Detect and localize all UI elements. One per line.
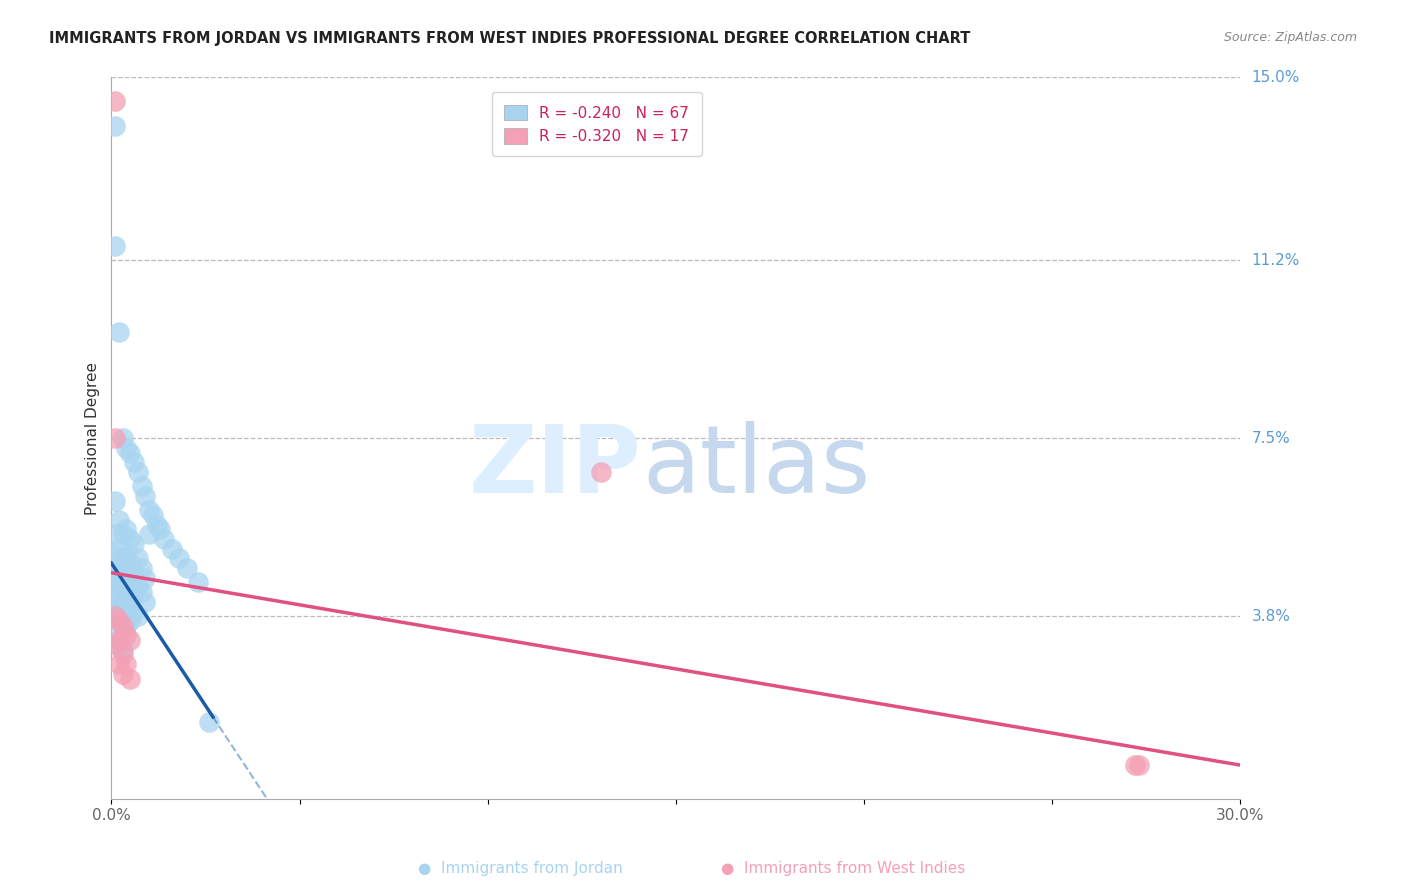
Point bbox=[108, 541, 131, 556]
Text: ●  Immigrants from West Indies: ● Immigrants from West Indies bbox=[721, 861, 966, 876]
Point bbox=[108, 570, 131, 584]
Point bbox=[167, 551, 190, 566]
Legend: R = -0.240   N = 67, R = -0.320   N = 17: R = -0.240 N = 67, R = -0.320 N = 17 bbox=[492, 92, 702, 156]
Point bbox=[104, 628, 127, 642]
Point bbox=[104, 547, 127, 561]
Point bbox=[108, 657, 131, 672]
Point bbox=[108, 556, 131, 570]
Point bbox=[120, 556, 142, 570]
Point bbox=[108, 614, 131, 628]
Point bbox=[104, 561, 127, 575]
Text: atlas: atlas bbox=[643, 421, 870, 513]
Text: ZIP: ZIP bbox=[470, 421, 643, 513]
Point bbox=[111, 431, 134, 445]
Point bbox=[111, 648, 134, 662]
Point bbox=[111, 609, 134, 624]
Point bbox=[122, 566, 145, 580]
Point bbox=[111, 551, 134, 566]
Point bbox=[127, 580, 149, 594]
Point bbox=[111, 527, 134, 541]
Point bbox=[1128, 758, 1150, 772]
Point bbox=[589, 465, 612, 479]
Point bbox=[160, 541, 183, 556]
Point bbox=[120, 575, 142, 590]
Point bbox=[115, 657, 138, 672]
Point bbox=[108, 599, 131, 614]
Point bbox=[131, 561, 153, 575]
Point bbox=[108, 326, 131, 340]
Point bbox=[145, 517, 167, 532]
Point bbox=[122, 604, 145, 618]
Point bbox=[149, 523, 172, 537]
Point bbox=[104, 638, 127, 652]
Point bbox=[115, 551, 138, 566]
Point bbox=[122, 537, 145, 551]
Y-axis label: Professional Degree: Professional Degree bbox=[86, 361, 100, 515]
Point bbox=[176, 561, 198, 575]
Text: 3.8%: 3.8% bbox=[1251, 608, 1291, 624]
Point bbox=[120, 633, 142, 648]
Text: Source: ZipAtlas.com: Source: ZipAtlas.com bbox=[1223, 31, 1357, 45]
Point bbox=[115, 628, 138, 642]
Point bbox=[134, 570, 156, 584]
Point bbox=[111, 566, 134, 580]
Point bbox=[108, 585, 131, 599]
Point bbox=[131, 479, 153, 493]
Text: 11.2%: 11.2% bbox=[1251, 252, 1299, 268]
Point bbox=[104, 575, 127, 590]
Text: ●  Immigrants from Jordan: ● Immigrants from Jordan bbox=[418, 861, 623, 876]
Point bbox=[104, 431, 127, 445]
Point bbox=[108, 513, 131, 527]
Point bbox=[104, 119, 127, 133]
Point bbox=[111, 666, 134, 681]
Point bbox=[138, 503, 160, 517]
Point bbox=[153, 532, 176, 546]
Point bbox=[115, 441, 138, 455]
Point bbox=[111, 580, 134, 594]
Point bbox=[120, 614, 142, 628]
Point bbox=[115, 585, 138, 599]
Point bbox=[108, 633, 131, 648]
Point bbox=[138, 527, 160, 541]
Point bbox=[122, 585, 145, 599]
Point bbox=[104, 239, 127, 253]
Point bbox=[120, 594, 142, 608]
Point bbox=[108, 638, 131, 652]
Point bbox=[120, 672, 142, 686]
Point bbox=[104, 609, 127, 624]
Point bbox=[104, 590, 127, 604]
Point bbox=[127, 465, 149, 479]
Point bbox=[120, 532, 142, 546]
Point bbox=[104, 609, 127, 624]
Text: IMMIGRANTS FROM JORDAN VS IMMIGRANTS FROM WEST INDIES PROFESSIONAL DEGREE CORREL: IMMIGRANTS FROM JORDAN VS IMMIGRANTS FRO… bbox=[49, 31, 970, 46]
Point bbox=[104, 493, 127, 508]
Point bbox=[111, 594, 134, 608]
Point bbox=[104, 95, 127, 109]
Point bbox=[115, 599, 138, 614]
Text: 7.5%: 7.5% bbox=[1251, 431, 1291, 446]
Point bbox=[198, 714, 221, 729]
Point bbox=[108, 614, 131, 628]
Point bbox=[115, 618, 138, 632]
Point bbox=[104, 527, 127, 541]
Point bbox=[127, 551, 149, 566]
Point bbox=[131, 585, 153, 599]
Point bbox=[1123, 758, 1146, 772]
Point bbox=[127, 609, 149, 624]
Point bbox=[134, 594, 156, 608]
Point bbox=[111, 642, 134, 657]
Point bbox=[115, 566, 138, 580]
Text: 15.0%: 15.0% bbox=[1251, 70, 1299, 85]
Point bbox=[134, 489, 156, 503]
Point bbox=[142, 508, 165, 522]
Point bbox=[115, 523, 138, 537]
Point bbox=[111, 618, 134, 632]
Point bbox=[187, 575, 209, 590]
Point bbox=[120, 445, 142, 459]
Point bbox=[122, 455, 145, 469]
